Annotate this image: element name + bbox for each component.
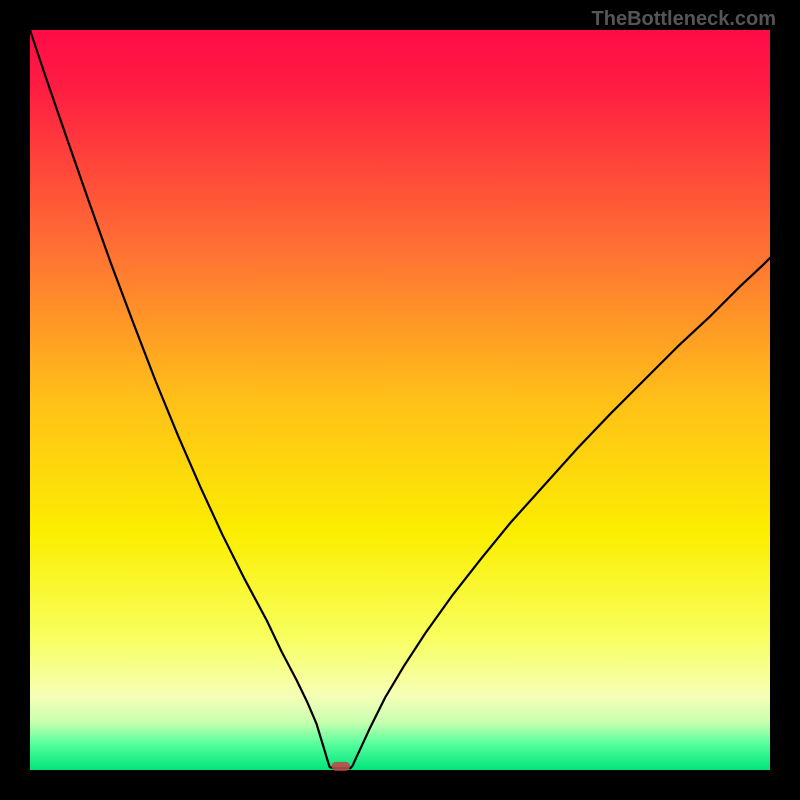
chart-frame: TheBottleneck.com xyxy=(0,0,800,800)
watermark-label: TheBottleneck.com xyxy=(592,8,776,31)
bottleneck-chart xyxy=(0,0,800,800)
